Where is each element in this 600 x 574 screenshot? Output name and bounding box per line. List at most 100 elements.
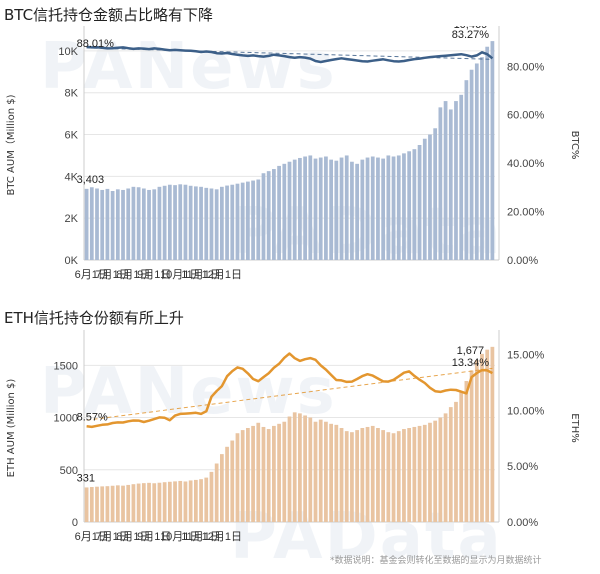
bar: [474, 63, 479, 260]
bar: [230, 184, 235, 260]
y-tick-label: 10K: [58, 46, 78, 58]
bar: [261, 173, 266, 260]
bar: [157, 186, 162, 260]
bar: [448, 109, 453, 260]
y-tick-label: 0K: [65, 255, 79, 267]
bar: [204, 477, 209, 522]
bar: [428, 422, 432, 522]
line-last-label: 83.27%: [452, 29, 490, 41]
bar: [183, 184, 188, 260]
y2-axis-title: ETH%: [569, 413, 580, 442]
bar: [266, 171, 271, 260]
y2-tick-label: 80.00%: [507, 61, 545, 73]
bar: [407, 151, 412, 260]
bar: [162, 185, 167, 260]
bar: [178, 184, 183, 260]
y2-tick-label: 10.00%: [507, 405, 545, 417]
bar: [126, 484, 131, 522]
bar: [313, 421, 318, 522]
bar: [443, 101, 448, 260]
y2-tick-label: 0.00%: [507, 255, 538, 267]
bar: [141, 483, 146, 522]
bar: [214, 189, 219, 260]
bar: [183, 481, 188, 522]
bar: [173, 185, 177, 260]
bar: [282, 163, 287, 260]
bar: [287, 161, 292, 260]
bar: [433, 128, 438, 260]
x-tick-label: 6月1日: [75, 269, 109, 281]
bar: [313, 158, 318, 260]
bar-first-label: 3,403: [77, 174, 105, 186]
y2-tick-label: 5.00%: [507, 461, 538, 473]
bar: [339, 157, 344, 260]
bar: [272, 169, 276, 260]
bar: [209, 188, 214, 260]
bar: [167, 481, 172, 522]
bar: [188, 185, 193, 260]
bar-first-label: 331: [77, 472, 95, 484]
y-axis-title: ETH AUM (Million $): [6, 379, 17, 478]
bar: [376, 428, 380, 522]
y2-tick-label: 20.00%: [507, 207, 545, 219]
bar: [282, 421, 287, 522]
bar: [329, 423, 333, 522]
bar: [277, 165, 281, 260]
bar: [162, 482, 167, 522]
bar: [355, 163, 360, 260]
bar: [464, 80, 469, 260]
bar: [474, 360, 479, 522]
bar: [240, 182, 245, 260]
eth-chart: 0 500 1000 1500 0.00% 5.00% 10.00% 15.00% 6月1日7月…: [6, 330, 580, 543]
x-tick-label: 9月1日: [137, 269, 171, 281]
bar: [438, 417, 443, 522]
bar: [105, 486, 110, 522]
bar: [209, 471, 214, 522]
bar: [459, 94, 464, 261]
y2-axis-title: BTC%: [569, 131, 580, 160]
bar: [318, 157, 323, 260]
bar: [89, 187, 94, 260]
bar: [147, 189, 151, 260]
bar: [365, 426, 370, 522]
bar: [225, 446, 229, 522]
bar: [141, 188, 146, 260]
bar: [391, 156, 396, 260]
bar: [433, 420, 438, 522]
bar: [360, 428, 365, 522]
bar: [402, 153, 406, 260]
bar: [412, 149, 417, 260]
bar: [235, 183, 240, 260]
bar: [147, 482, 151, 522]
bar: [381, 158, 386, 260]
trend-line: [86, 367, 493, 421]
x-tick-label: 12月1日: [202, 531, 242, 543]
y-tick-label: 0: [72, 517, 78, 529]
bar: [339, 428, 344, 522]
bar: [199, 186, 203, 260]
bar: [95, 188, 99, 260]
bar: [246, 181, 250, 260]
bar: [121, 485, 125, 522]
bar: [350, 161, 354, 260]
bar: [407, 428, 412, 522]
bar: [422, 424, 427, 522]
y-axis-title: BTC AUM（Million $): [5, 94, 17, 195]
bar: [360, 159, 365, 260]
bar: [344, 155, 349, 260]
bar: [365, 157, 370, 260]
bar: [219, 186, 224, 260]
bar: [225, 185, 229, 260]
x-tick-label: 9月1日: [137, 531, 171, 543]
bar: [105, 188, 110, 260]
bar: [152, 483, 157, 522]
y-tick-label: 1500: [54, 360, 78, 372]
bar: [318, 419, 323, 522]
bar: [381, 430, 386, 522]
bar: [324, 421, 328, 522]
bar: [240, 430, 245, 522]
bar: [334, 424, 339, 522]
bar: [84, 487, 89, 522]
bar: [173, 481, 177, 522]
bar: [303, 156, 307, 260]
